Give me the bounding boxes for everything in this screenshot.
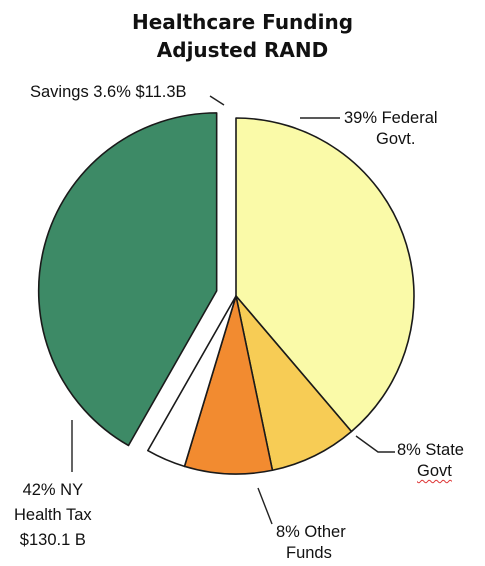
pie-slice-savings <box>147 295 237 468</box>
label-other-line-2: Funds <box>286 544 332 562</box>
label-state-line-1: 8% State <box>397 441 464 459</box>
label-federal: 39% Federal Govt. <box>344 108 438 150</box>
label-other-line-1: 8% Other <box>276 523 346 541</box>
label-state: 8% State Govt <box>397 440 464 482</box>
pie-slices <box>37 112 415 475</box>
label-ny-tax-line-1: 42% NY <box>22 481 84 499</box>
leader-lines <box>71 95 395 525</box>
label-savings: Savings 3.6% $11.3B <box>30 82 187 103</box>
leader-line-savings <box>209 95 225 106</box>
label-federal-line-1: 39% Federal <box>344 109 438 127</box>
label-savings-line-1: Savings 3.6% $11.3B <box>30 83 187 101</box>
chart-subtitle: Adjusted RAND <box>156 38 329 62</box>
pie-slice-federal <box>235 117 415 433</box>
label-ny-tax-line-2: Health Tax <box>14 506 92 524</box>
label-state-line-2: Govt <box>417 462 452 480</box>
label-ny-tax-line-3: $130.1 B <box>19 531 86 549</box>
leader-line-other <box>257 487 273 525</box>
pie-slice-ny_tax <box>37 112 218 447</box>
label-ny-tax: 42% NY Health Tax $130.1 B <box>14 478 92 553</box>
chart-title: Healthcare Funding <box>131 10 354 34</box>
label-federal-line-2: Govt. <box>376 130 416 148</box>
leader-line-state <box>355 435 395 453</box>
label-other: 8% Other Funds <box>276 522 346 564</box>
